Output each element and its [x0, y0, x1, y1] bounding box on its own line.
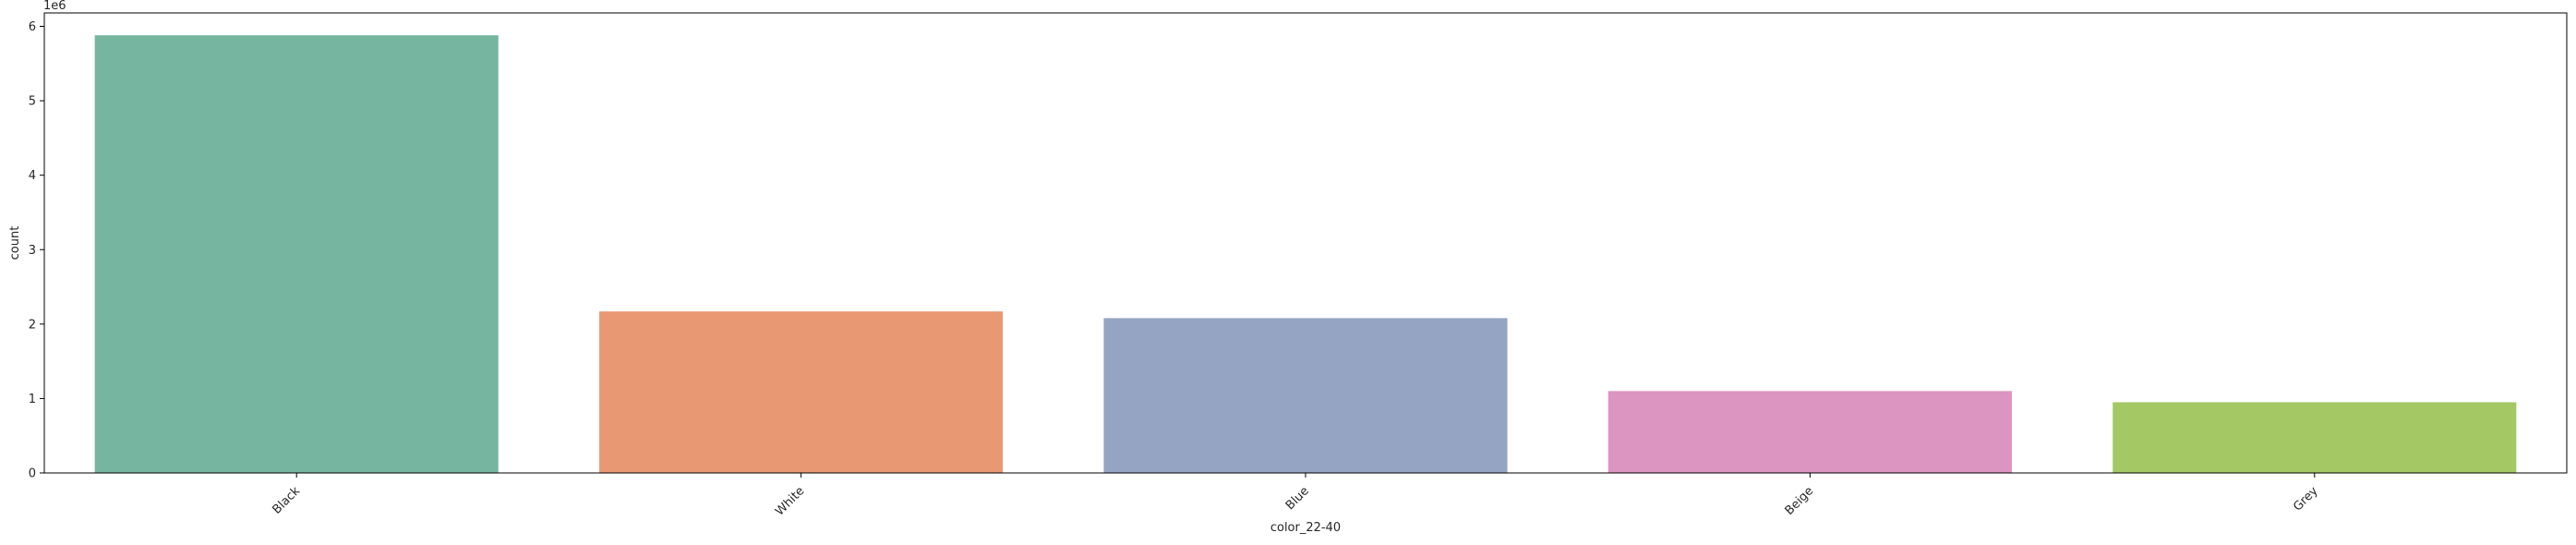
bar-grey [2113, 402, 2517, 473]
y-tick-label: 3 [29, 244, 36, 258]
x-axis-label: color_22-40 [1270, 521, 1341, 535]
x-tick-label-black: Black [271, 484, 304, 517]
x-tick-label-white: White [773, 484, 807, 518]
y-tick-label: 0 [29, 467, 36, 481]
bar-blue [1103, 318, 1508, 473]
bar-beige [1607, 391, 2012, 473]
y-tick-label: 4 [29, 169, 36, 183]
plot-frame [43, 12, 2568, 474]
x-tick-label-grey: Grey [2291, 484, 2321, 515]
y-axis: 0 1 2 3 4 5 6 [29, 20, 44, 481]
x-axis: Black White Blue Beige Grey [271, 473, 2321, 519]
bar-white [599, 311, 1004, 473]
y-tick-label: 6 [29, 20, 36, 34]
y-tick-label: 5 [29, 95, 36, 109]
x-tick-label-blue: Blue [1283, 484, 1312, 513]
y-axis-label: count [8, 226, 22, 260]
y-tick-label: 1 [29, 393, 36, 406]
x-tick-label-beige: Beige [1783, 484, 1817, 518]
bar-black [94, 35, 499, 474]
y-axis-offset-label: 1e6 [43, 0, 66, 13]
bars-group [94, 35, 2517, 474]
y-tick-label: 2 [29, 318, 36, 332]
